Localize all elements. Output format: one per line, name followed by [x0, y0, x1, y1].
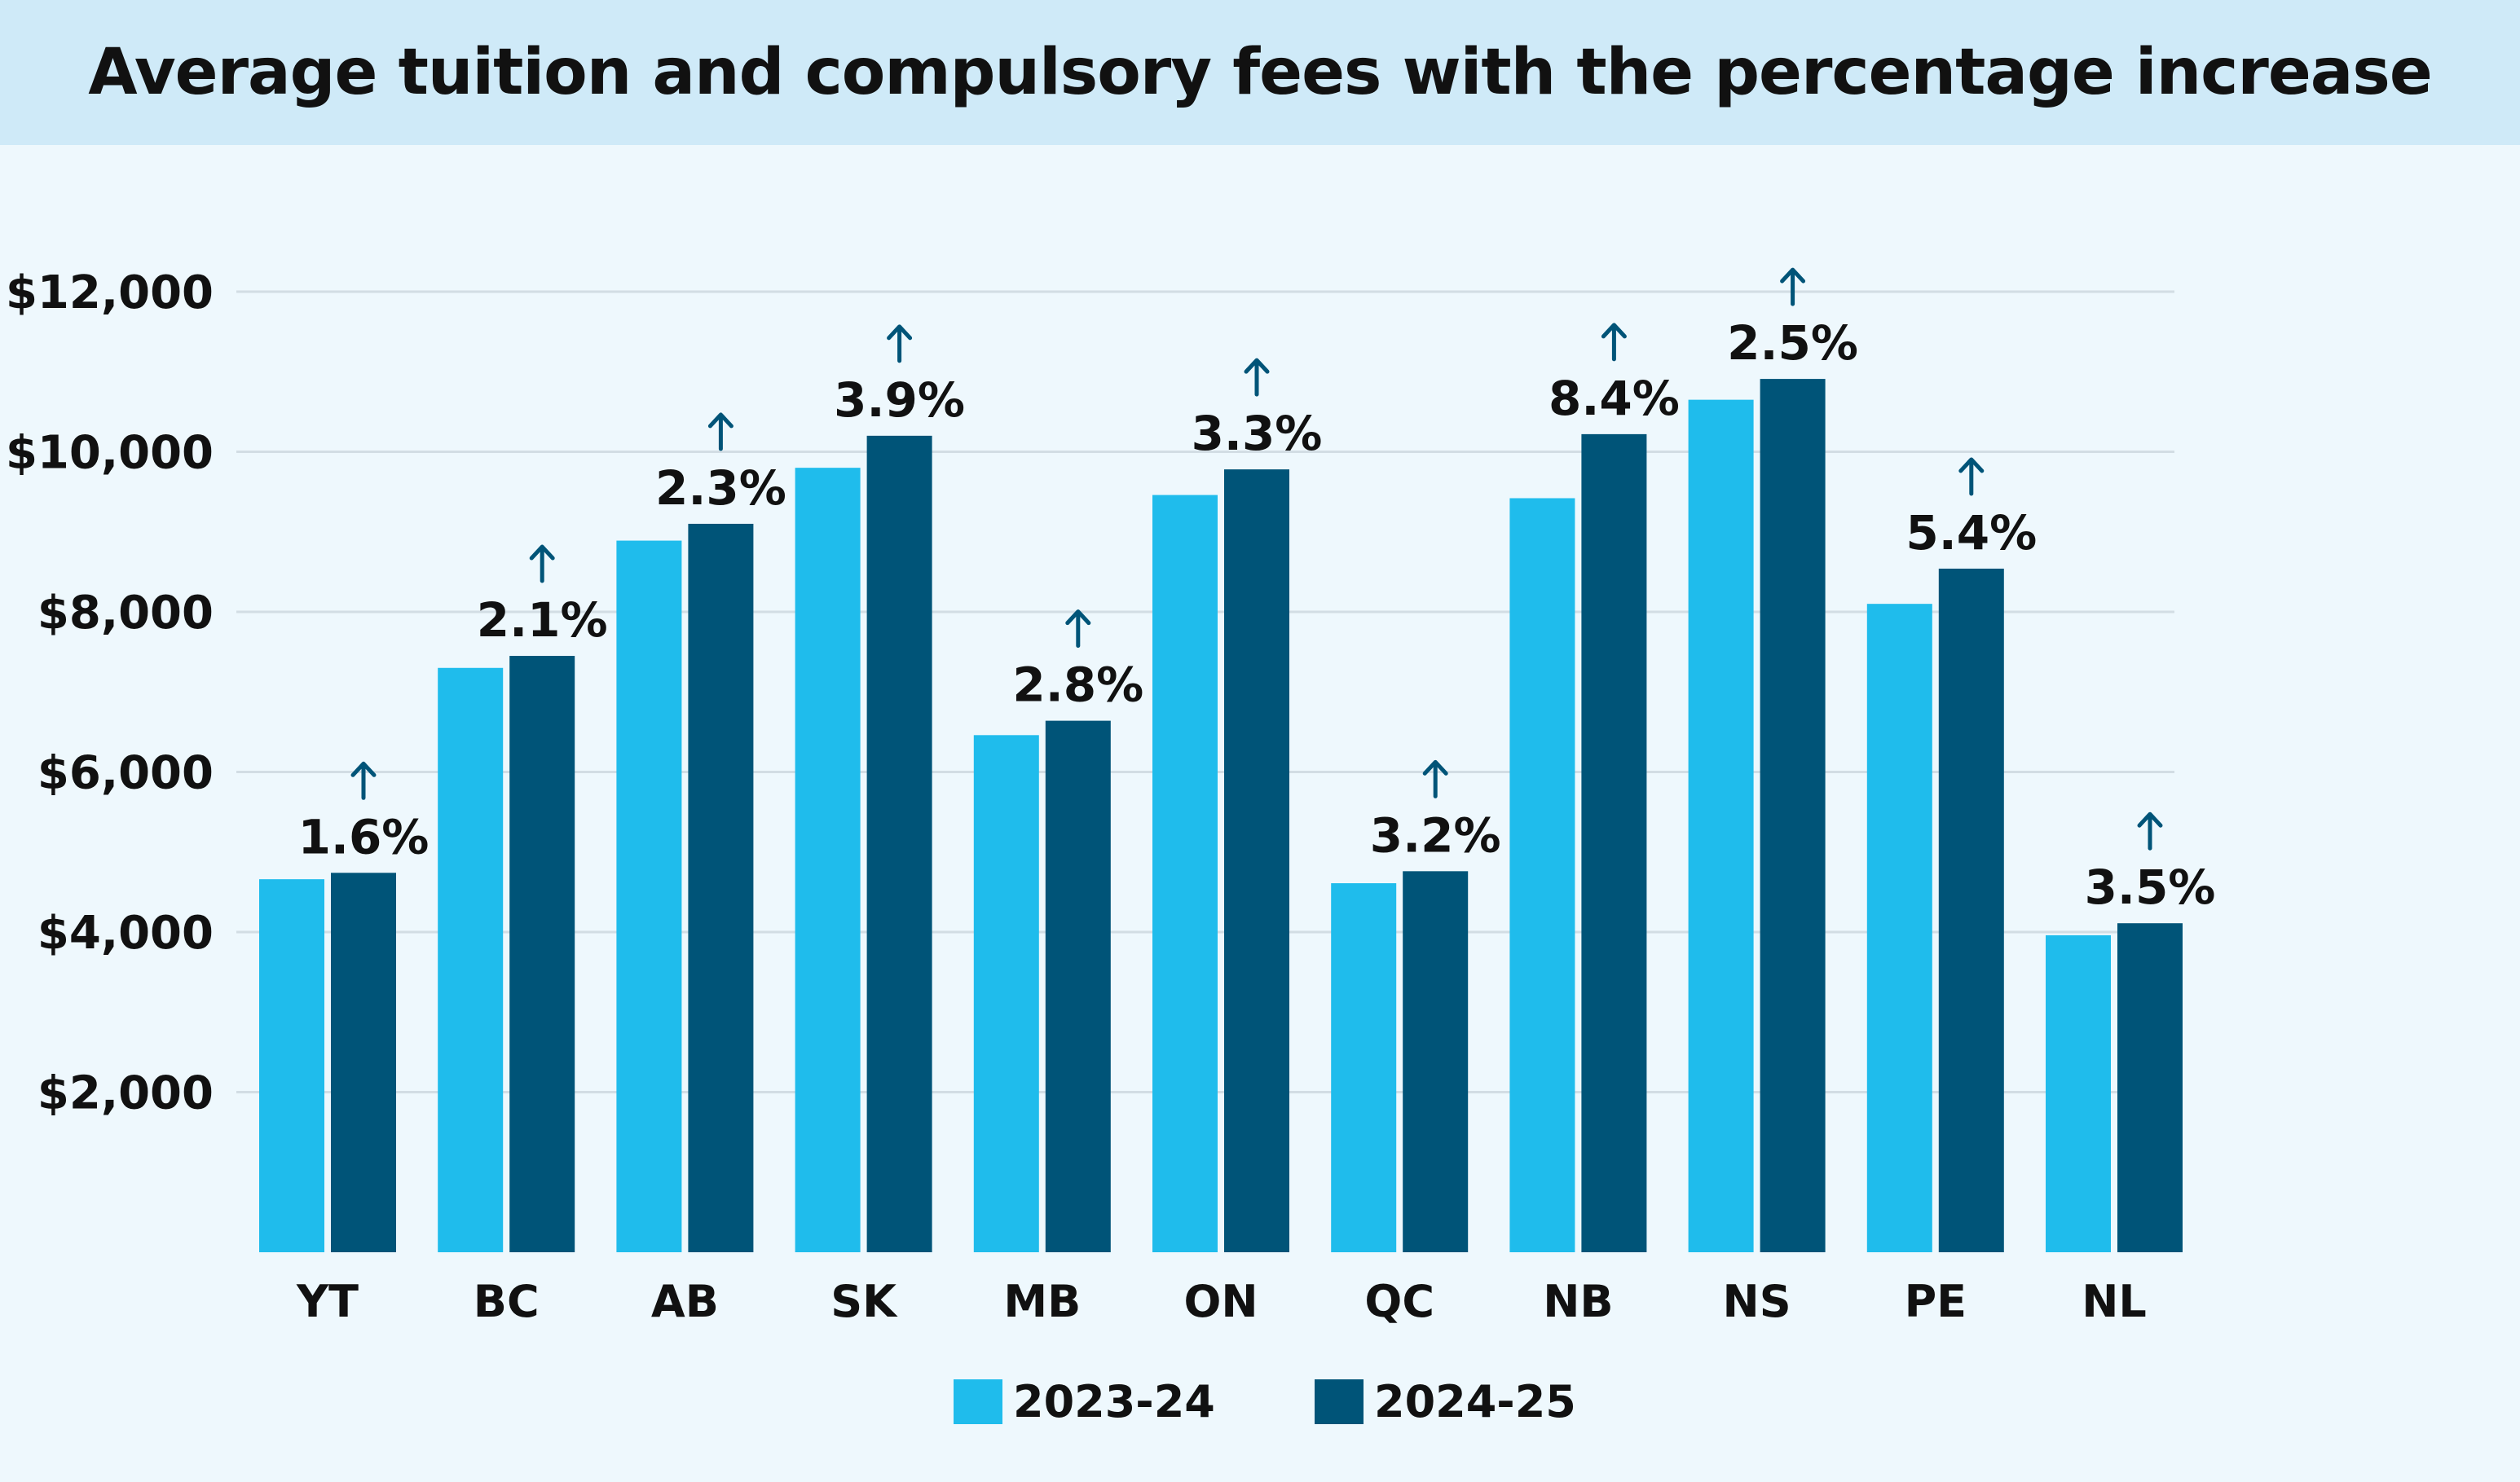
up-arrow-icon: [350, 761, 377, 777]
x-tick-label: NS: [1723, 1276, 1791, 1327]
increase-label: 3.2%: [1370, 807, 1501, 863]
bar-2024-25-ab: [688, 523, 754, 1252]
y-tick-label: $8,000: [37, 587, 214, 640]
y-tick-label: $2,000: [37, 1067, 214, 1120]
increase-label: 2.8%: [1012, 657, 1143, 713]
increase-label: 1.6%: [298, 809, 430, 864]
up-arrow-icon: [2137, 811, 2163, 828]
y-tick-label: $6,000: [37, 747, 214, 800]
x-tick-label: AB: [651, 1276, 719, 1327]
bar-2023-24-nl: [2046, 934, 2111, 1252]
x-tick-label: YT: [296, 1276, 359, 1327]
bar-2023-24-yt: [259, 879, 324, 1252]
bar-2023-24-pe: [1866, 604, 1932, 1252]
bar-2024-25-nb: [1581, 433, 1647, 1252]
bar-2023-24-on: [1152, 495, 1218, 1252]
bar-2024-25-mb: [1045, 720, 1111, 1252]
increase-label: 2.5%: [1727, 315, 1858, 371]
x-tick-label: MB: [1003, 1276, 1081, 1327]
up-arrow-icon: [1601, 323, 1627, 339]
x-tick-label: ON: [1183, 1276, 1258, 1327]
legend-swatch-2024-25: [1315, 1379, 1364, 1424]
up-arrow-icon: [1780, 267, 1806, 284]
increase-label: 5.4%: [1905, 505, 2037, 561]
bar-2024-25-pe: [1938, 568, 2004, 1252]
legend-label-2023-24: 2023-24: [1013, 1376, 1215, 1427]
increase-label: 3.5%: [2085, 860, 2216, 915]
up-arrow-icon: [887, 324, 913, 341]
increase-label: 2.3%: [655, 460, 786, 516]
bar-2024-25-qc: [1403, 871, 1469, 1252]
bar-2024-25-nl: [2117, 923, 2183, 1252]
increase-label: 3.3%: [1192, 406, 1323, 461]
y-tick-label: $10,000: [6, 427, 214, 480]
bar-2023-24-mb: [973, 735, 1039, 1252]
up-arrow-icon: [1244, 358, 1270, 374]
legend-label-2024-25: 2024-25: [1374, 1376, 1576, 1427]
increase-label: 2.1%: [477, 592, 608, 648]
chart-title: Average tuition and compulsory fees with…: [88, 36, 2432, 109]
bar-2023-24-nb: [1509, 498, 1575, 1252]
bar-2024-25-yt: [331, 873, 396, 1252]
increase-label: 3.9%: [834, 372, 965, 428]
x-tick-label: BC: [474, 1276, 540, 1327]
bar-2023-24-ns: [1688, 399, 1754, 1253]
up-arrow-icon: [529, 544, 555, 561]
bar-2023-24-qc: [1331, 883, 1397, 1252]
legend-swatch-2023-24: [954, 1379, 1002, 1424]
x-tick-label: NL: [2082, 1276, 2147, 1327]
bar-2023-24-ab: [616, 540, 682, 1252]
up-arrow-icon: [1958, 457, 1985, 473]
bar-2023-24-sk: [795, 468, 861, 1252]
increase-label: 8.4%: [1549, 371, 1680, 426]
bar-2023-24-bc: [438, 667, 504, 1252]
bar-2024-25-ns: [1760, 379, 1826, 1252]
bar-2024-25-on: [1224, 469, 1289, 1252]
bar-2024-25-sk: [866, 435, 932, 1252]
title-band: [0, 0, 2520, 145]
x-tick-label: NB: [1543, 1276, 1613, 1327]
y-tick-label: $4,000: [37, 907, 214, 960]
up-arrow-icon: [1065, 609, 1091, 626]
up-arrow-icon: [1422, 759, 1448, 776]
x-tick-label: PE: [1905, 1276, 1967, 1327]
x-tick-label: QC: [1364, 1276, 1434, 1327]
x-tick-label: SK: [830, 1276, 898, 1327]
y-tick-label: $12,000: [6, 266, 214, 319]
up-arrow-icon: [707, 412, 734, 429]
bar-2024-25-bc: [509, 656, 575, 1252]
